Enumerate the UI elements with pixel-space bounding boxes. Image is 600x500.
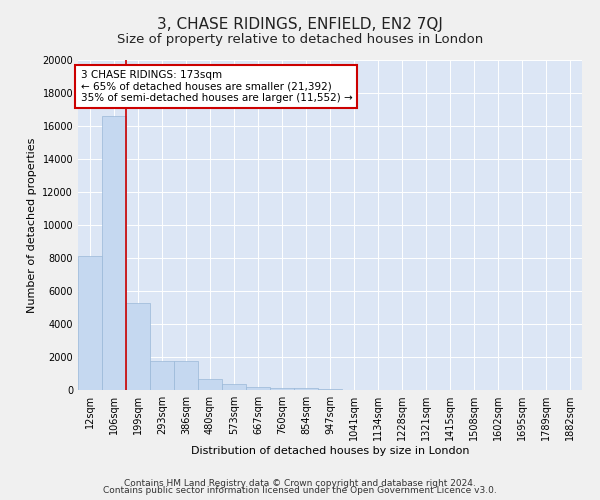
Bar	[198, 380, 222, 390]
Bar	[246, 386, 270, 390]
Bar	[102, 116, 126, 390]
Text: 3 CHASE RIDINGS: 173sqm
← 65% of detached houses are smaller (21,392)
35% of sem: 3 CHASE RIDINGS: 173sqm ← 65% of detache…	[80, 70, 352, 103]
Bar	[150, 361, 174, 390]
Text: Contains public sector information licensed under the Open Government Licence v3: Contains public sector information licen…	[103, 486, 497, 495]
X-axis label: Distribution of detached houses by size in London: Distribution of detached houses by size …	[191, 446, 469, 456]
Text: Size of property relative to detached houses in London: Size of property relative to detached ho…	[117, 32, 483, 46]
Bar	[174, 361, 198, 390]
Bar	[294, 388, 318, 390]
Text: 3, CHASE RIDINGS, ENFIELD, EN2 7QJ: 3, CHASE RIDINGS, ENFIELD, EN2 7QJ	[157, 18, 443, 32]
Text: Contains HM Land Registry data © Crown copyright and database right 2024.: Contains HM Land Registry data © Crown c…	[124, 478, 476, 488]
Bar	[78, 256, 102, 390]
Bar	[318, 388, 342, 390]
Bar	[222, 384, 246, 390]
Bar	[126, 302, 150, 390]
Y-axis label: Number of detached properties: Number of detached properties	[27, 138, 37, 312]
Bar	[270, 388, 294, 390]
